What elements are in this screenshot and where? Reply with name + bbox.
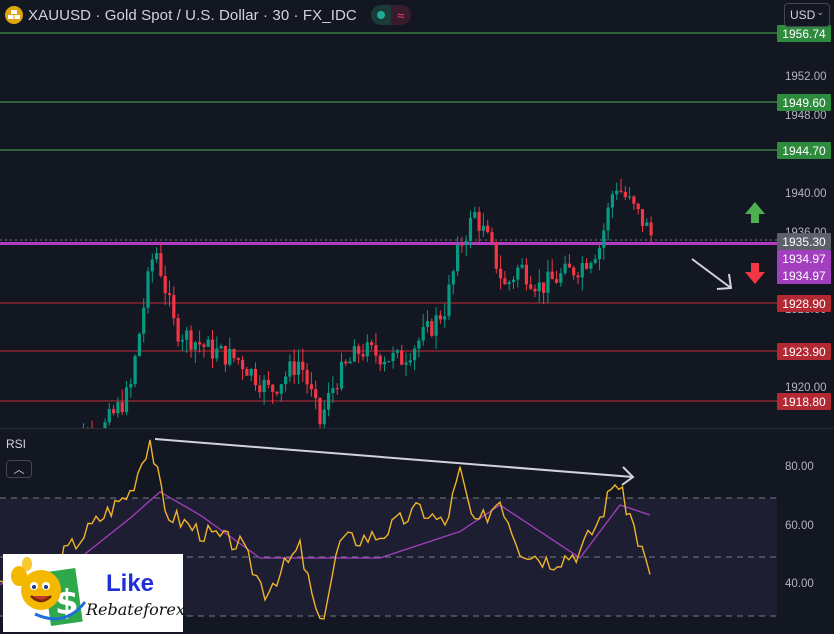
level-label-1949: 1949.60 xyxy=(777,94,831,111)
data-delay-icon: ≈ xyxy=(390,5,411,25)
currency-selector[interactable]: USD ⌄ xyxy=(784,3,830,27)
rsi-tick: 80.00 xyxy=(785,461,814,473)
price-chart[interactable] xyxy=(0,0,777,428)
pivot-label: 1934.97 xyxy=(777,250,831,267)
candlestick-series xyxy=(83,178,653,428)
last-price-label: 1935.30 xyxy=(777,233,831,250)
market-open-icon xyxy=(370,5,391,25)
rsi-axis[interactable]: 80.00 60.00 40.00 xyxy=(777,429,834,634)
level-label-1928: 1928.90 xyxy=(777,295,831,312)
red-down-arrow-icon xyxy=(745,263,765,284)
gold-symbol-icon xyxy=(5,6,23,24)
rsi-tick: 60.00 xyxy=(785,520,814,532)
logo-rebateforex-text: Rebateforex xyxy=(86,600,185,619)
price-tick: 1948.00 xyxy=(785,110,827,122)
level-label-1944: 1944.70 xyxy=(777,142,831,159)
pivot-label: 1934.97 xyxy=(777,267,831,284)
trend-arrow-icon xyxy=(691,258,733,290)
pane-separator[interactable] xyxy=(0,428,834,429)
level-label-1918: 1918.80 xyxy=(777,393,831,410)
chart-header: XAUUSD · Gold Spot / U.S. Dollar · 30 · … xyxy=(0,0,411,30)
divergence-arrow-icon xyxy=(154,438,635,486)
rsi-line xyxy=(0,439,651,620)
market-status-pill[interactable]: ≈ xyxy=(370,5,411,25)
level-label-1956: 1956.74 xyxy=(777,25,831,42)
rsi-ma-line xyxy=(0,491,651,586)
price-tick: 1952.00 xyxy=(785,71,827,83)
logo-like-text: Like xyxy=(106,570,155,597)
rsi-indicator-label[interactable]: RSI xyxy=(6,437,27,451)
level-label-1923: 1923.90 xyxy=(777,343,831,360)
chevron-up-icon: ︿ xyxy=(13,464,25,476)
price-axis[interactable]: 1952.00 1948.00 1940.00 1936.00 1928.00 … xyxy=(777,0,834,428)
currency-label: USD xyxy=(790,8,816,22)
symbol-title[interactable]: XAUUSD · Gold Spot / U.S. Dollar · 30 · … xyxy=(28,6,357,24)
green-up-arrow-icon xyxy=(745,202,765,223)
rsi-tick: 40.00 xyxy=(785,578,814,590)
chevron-down-icon: ⌄ xyxy=(816,7,824,17)
price-tick: 1920.00 xyxy=(785,382,827,394)
rebateforex-logo: $ Like Rebateforex xyxy=(3,554,185,632)
price-tick: 1940.00 xyxy=(785,188,827,200)
thumbs-up-emoji-icon: $ xyxy=(11,557,87,626)
collapse-pane-button[interactable]: ︿ xyxy=(6,460,32,478)
